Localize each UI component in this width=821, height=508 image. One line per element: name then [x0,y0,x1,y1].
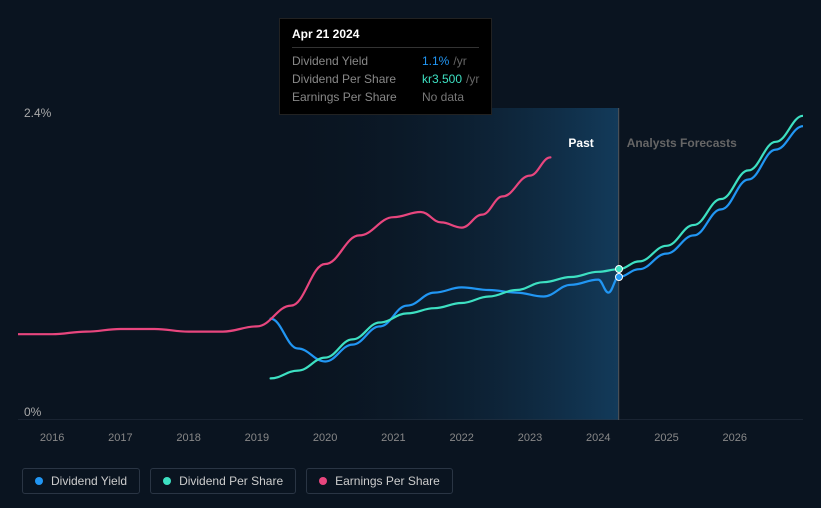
legend-dot-icon [319,477,327,485]
x-axis-tick: 2016 [40,432,64,444]
tooltip-date: Apr 21 2024 [292,27,479,48]
past-region-label: Past [568,136,593,150]
legend-label: Dividend Per Share [179,474,283,488]
chart-svg [18,108,803,420]
forecast-region-label: Analysts Forecasts [627,136,737,150]
chart-legend: Dividend Yield Dividend Per Share Earnings… [22,468,453,494]
x-axis-tick: 2025 [654,432,678,444]
legend-item-dividend-per-share[interactable]: Dividend Per Share [150,468,296,494]
legend-dot-icon [163,477,171,485]
tooltip-row-value: No data [422,90,464,104]
tooltip-row-label: Earnings Per Share [292,90,422,104]
y-axis-label: 2.4% [24,106,51,120]
tooltip-row-unit: /yr [453,54,466,68]
hover-marker [615,265,623,273]
x-axis-tick: 2022 [449,432,473,444]
x-axis-tick: 2026 [722,432,746,444]
tooltip-rows: Dividend Yield1.1%/yrDividend Per Sharek… [292,52,479,106]
legend-dot-icon [35,477,43,485]
legend-label: Earnings Per Share [335,474,440,488]
chart-plot-area[interactable]: Past Analysts Forecasts 2.4% 0% [18,108,803,420]
legend-label: Dividend Yield [51,474,127,488]
hover-marker [615,273,623,281]
tooltip-row-label: Dividend Yield [292,54,422,68]
x-axis-tick: 2018 [176,432,200,444]
tooltip-row-label: Dividend Per Share [292,72,422,86]
x-axis-tick: 2017 [108,432,132,444]
chart-tooltip: Apr 21 2024 Dividend Yield1.1%/yrDividen… [279,18,492,115]
legend-item-earnings-per-share[interactable]: Earnings Per Share [306,468,453,494]
tooltip-row: Dividend Yield1.1% /yr [292,52,479,70]
tooltip-row: Earnings Per ShareNo data [292,88,479,106]
x-axis-tick: 2024 [586,432,610,444]
x-axis-tick: 2023 [518,432,542,444]
tooltip-row-value: kr3.500 [422,72,462,86]
x-axis-tick: 2020 [313,432,337,444]
x-axis-tick: 2021 [381,432,405,444]
x-axis-tick: 2019 [245,432,269,444]
tooltip-row: Dividend Per Sharekr3.500/yr [292,70,479,88]
tooltip-row-value: 1.1% [422,54,449,68]
x-axis: 2016 2017 2018 2019 2020 2021 2022 2023 2024 2025… [18,432,803,452]
tooltip-row-unit: /yr [466,72,479,86]
y-axis-label: 0% [24,405,41,419]
legend-item-dividend-yield[interactable]: Dividend Yield [22,468,140,494]
